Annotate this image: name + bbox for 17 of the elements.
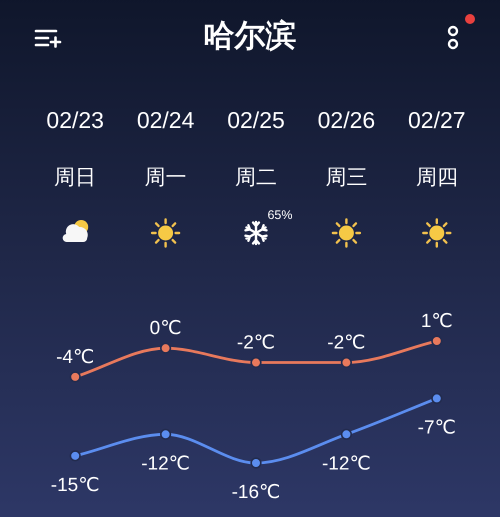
annotation: 65% (267, 208, 293, 222)
data-label: 0℃ (150, 318, 182, 340)
category-label: 02/26 周三 (318, 107, 376, 189)
data-label: -4℃ (56, 346, 94, 368)
data-label: -7℃ (418, 417, 456, 438)
data-label: -16℃ (232, 482, 280, 503)
category-label: 02/23 周日 (46, 107, 104, 189)
category-label: 02/25 周二 (227, 107, 285, 189)
data-label: -15℃ (50, 474, 100, 496)
data-label: 1℃ (420, 311, 453, 332)
category-label: 02/27 周四 (408, 107, 466, 189)
data-label: -12℃ (141, 453, 190, 474)
data-label: -2℃ (327, 332, 366, 354)
title: 哈尔滨 (204, 18, 296, 53)
data-label: -2℃ (236, 332, 276, 354)
data-label: -12℃ (322, 453, 371, 474)
category-label: 02/24 周一 (136, 107, 194, 189)
